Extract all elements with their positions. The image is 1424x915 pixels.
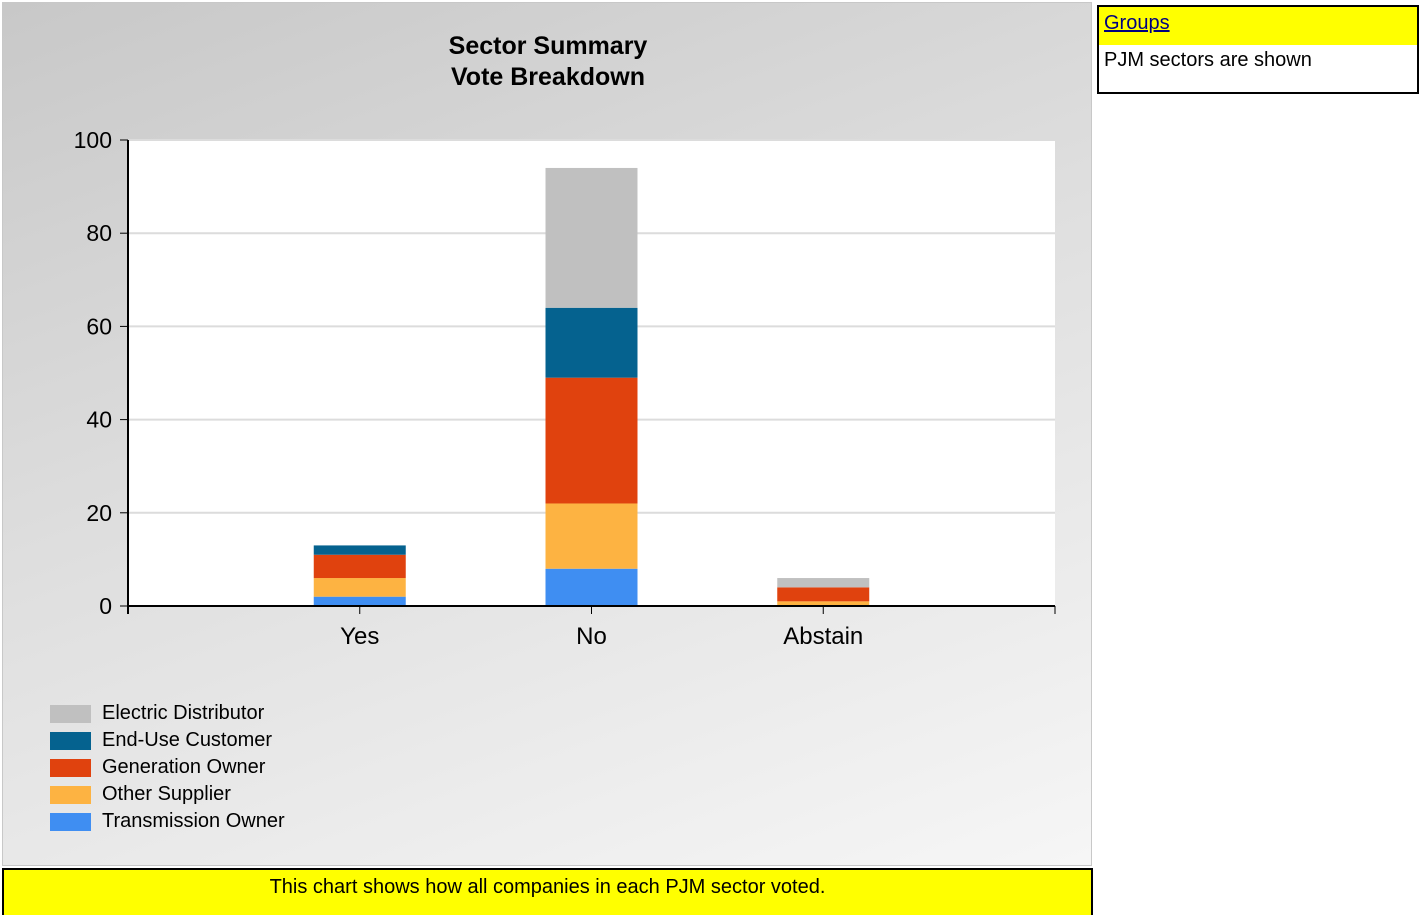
bar-yes-end-use-customer: [313, 545, 406, 555]
bar-no-generation-owner: [545, 377, 638, 504]
legend-item: Electric Distributor: [50, 700, 285, 727]
bar-no-electric-distributor: [545, 167, 638, 308]
chart-title-line-1: Sector Summary: [448, 32, 648, 60]
chart-title-line-2: Vote Breakdown: [450, 63, 646, 91]
x-tick-label-abstain: Abstain: [783, 623, 863, 650]
groups-panel: Groups PJM sectors are shown: [1097, 5, 1419, 94]
chart-caption-bar: This chart shows how all companies in ea…: [2, 868, 1093, 915]
legend-label: Transmission Owner: [102, 810, 285, 832]
x-tick-label-yes: Yes: [340, 623, 379, 650]
bar-no-transmission-owner: [545, 568, 638, 606]
bar-no-end-use-customer: [545, 307, 638, 378]
legend-item: Generation Owner: [50, 754, 285, 781]
legend-swatch: [50, 758, 91, 777]
x-tick-label-no: No: [576, 623, 607, 650]
legend-swatch: [50, 812, 91, 831]
chart-legend: Electric Distributor End-Use Customer Gene…: [50, 700, 285, 835]
legend-item: Transmission Owner: [50, 808, 285, 835]
bar-yes-transmission-owner: [313, 596, 406, 606]
y-tick-label-100: 100: [74, 127, 112, 153]
groups-header: Groups: [1099, 7, 1417, 45]
legend-swatch: [50, 704, 91, 723]
legend-label: End-Use Customer: [102, 729, 273, 751]
legend-label: Other Supplier: [102, 783, 231, 805]
bar-yes-other-supplier: [313, 578, 406, 597]
y-tick-label-0: 0: [99, 593, 112, 619]
y-tick-label-60: 60: [86, 313, 112, 339]
y-tick-label-20: 20: [86, 500, 112, 526]
bar-chart: 0 20 40 60 80 100 Yes No Abstain: [74, 127, 1056, 650]
bar-yes-generation-owner: [313, 554, 406, 579]
legend-swatch: [50, 785, 91, 804]
bar-abstain-electric-distributor: [777, 578, 870, 588]
legend-label: Electric Distributor: [102, 702, 265, 724]
bar-no-other-supplier: [545, 503, 638, 569]
groups-description: PJM sectors are shown: [1104, 49, 1312, 71]
legend-item: Other Supplier: [50, 781, 285, 808]
legend-label: Generation Owner: [102, 756, 266, 778]
bar-abstain-generation-owner: [777, 587, 870, 602]
legend-swatch: [50, 731, 91, 750]
chart-panel: Sector Summary Vote Breakdown 0 20 40 60 80 1…: [2, 2, 1092, 866]
y-tick-label-80: 80: [86, 220, 112, 246]
y-tick-label-40: 40: [86, 407, 112, 433]
groups-link[interactable]: Groups: [1104, 12, 1170, 34]
chart-caption: This chart shows how all companies in ea…: [269, 876, 826, 898]
legend-item: End-Use Customer: [50, 727, 285, 754]
bar-abstain-other-supplier: [777, 601, 870, 606]
